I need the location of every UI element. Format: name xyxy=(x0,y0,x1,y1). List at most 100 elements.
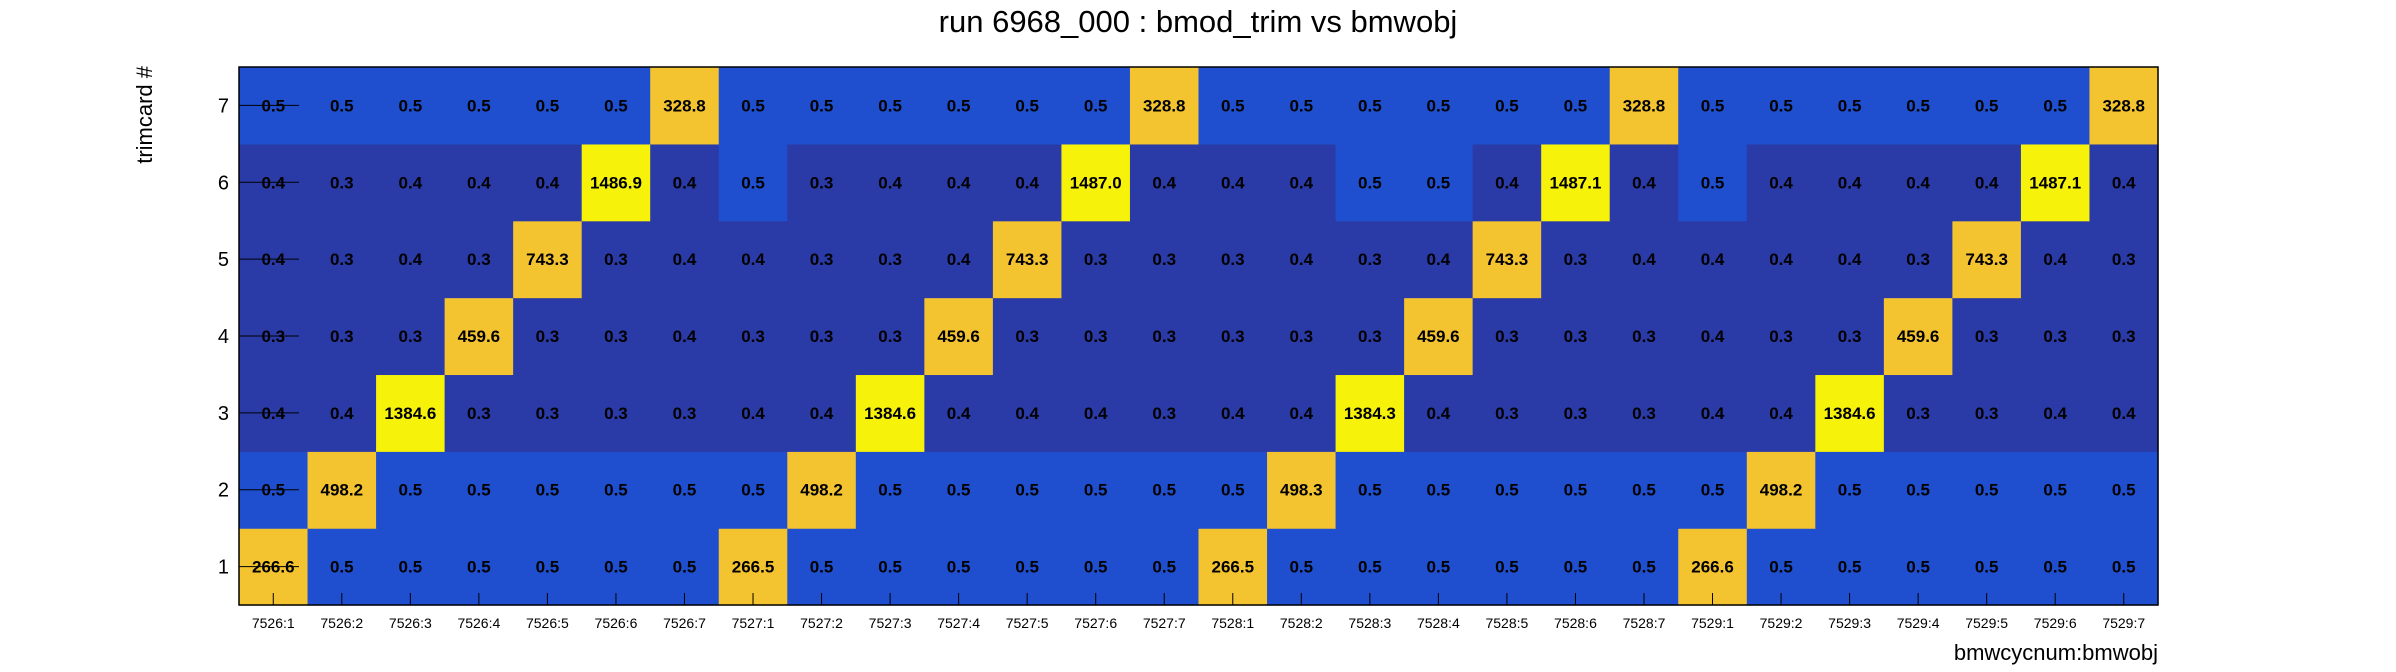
heatmap-cell xyxy=(1678,220,1748,299)
cell-value-label: 0.3 xyxy=(536,327,560,346)
cell-value-label: 0.4 xyxy=(2112,173,2136,192)
heatmap-cell xyxy=(924,220,994,299)
heatmap-cell xyxy=(787,374,857,452)
heatmap-cell xyxy=(992,220,1063,299)
cell-value-label: 0.4 xyxy=(1221,173,1245,192)
heatmap-cell xyxy=(2020,451,2091,529)
cell-value-label: 328.8 xyxy=(2102,96,2145,115)
x-tick-label: 7529:5 xyxy=(1965,615,2008,631)
heatmap-cell xyxy=(855,451,925,529)
cell-value-label: 0.4 xyxy=(2043,404,2067,423)
heatmap-cell xyxy=(1335,297,1405,376)
heatmap-cell xyxy=(1472,451,1542,529)
heatmap-cell xyxy=(855,220,925,299)
heatmap-cell xyxy=(1746,143,1816,222)
cell-value-label: 0.5 xyxy=(1427,173,1451,192)
cell-value-label: 0.3 xyxy=(1564,404,1588,423)
cell-value-label: 0.5 xyxy=(947,558,971,577)
cell-value-label: 0.3 xyxy=(741,327,765,346)
cell-value-label: 0.3 xyxy=(1015,327,1039,346)
heatmap-cell xyxy=(1129,374,1200,452)
heatmap-cell xyxy=(1952,143,2022,222)
x-axis-title: bmwcycnum:bmwobj xyxy=(1954,640,2158,665)
cell-value-label: 0.4 xyxy=(1015,404,1039,423)
cell-value-label: 0.3 xyxy=(330,250,354,269)
cell-value-label: 0.5 xyxy=(1975,96,1999,115)
heatmap-cell xyxy=(444,451,514,529)
heatmap-cell xyxy=(513,220,583,299)
cell-value-label: 0.3 xyxy=(1838,327,1862,346)
cell-value-label: 0.5 xyxy=(947,481,971,500)
y-tick-label: 3 xyxy=(218,403,229,425)
cell-value-label: 0.5 xyxy=(1289,96,1313,115)
cell-value-label: 0.3 xyxy=(1495,404,1519,423)
heatmap-cell xyxy=(2089,67,2159,145)
heatmap-cell xyxy=(1198,374,1268,452)
heatmap-cell xyxy=(1404,143,1474,222)
heatmap-cell xyxy=(718,67,788,145)
y-tick-label: 4 xyxy=(218,326,229,348)
cell-value-label: 0.5 xyxy=(1084,96,1108,115)
cell-value-label: 0.4 xyxy=(1221,404,1245,423)
cell-value-label: 0.3 xyxy=(878,327,902,346)
x-tick-label: 7527:7 xyxy=(1143,615,1186,631)
cell-value-label: 0.3 xyxy=(604,404,628,423)
x-tick-label: 7527:3 xyxy=(869,615,912,631)
heatmap-cell xyxy=(1129,143,1200,222)
heatmap-cell xyxy=(855,297,925,376)
heatmap-cell xyxy=(1678,297,1748,376)
cell-value-label: 0.5 xyxy=(1015,481,1039,500)
axis-ticks: 7526:1 7526:2 7526:3 7526:4 7526:5 7526:6 7526… xyxy=(218,95,2145,631)
cell-value-label: 0.3 xyxy=(1564,327,1588,346)
cell-value-label: 0.3 xyxy=(1358,250,1382,269)
cell-value-label: 0.5 xyxy=(1906,558,1930,577)
cell-value-label: 0.5 xyxy=(1015,558,1039,577)
cell-value-label: 0.3 xyxy=(1084,250,1108,269)
cell-value-label: 0.5 xyxy=(878,96,902,115)
cell-value-label: 0.5 xyxy=(467,96,491,115)
cell-value-label: 0.5 xyxy=(399,558,423,577)
cell-value-label: 498.2 xyxy=(1760,481,1803,500)
cell-value-label: 0.3 xyxy=(1769,327,1793,346)
x-tick-label: 7529:6 xyxy=(2034,615,2077,631)
cell-value-label: 0.4 xyxy=(1769,173,1793,192)
cell-value-label: 0.5 xyxy=(1906,481,1930,500)
x-tick-label: 7529:3 xyxy=(1828,615,1871,631)
heatmap-cell xyxy=(1883,143,1953,222)
heatmap-cell-labels: 266.6 0.5 0.5 0.5 0.5 0.5 0.5 266.5 0.5 0.5 0.5 0.5… xyxy=(252,96,2145,576)
cell-value-label: 0.5 xyxy=(673,481,697,500)
cell-value-label: 0.3 xyxy=(2112,250,2136,269)
heatmap-cell xyxy=(1404,374,1474,452)
heatmap-cell xyxy=(1404,451,1474,529)
cell-value-label: 0.3 xyxy=(878,250,902,269)
cell-value-label: 498.3 xyxy=(1280,481,1323,500)
heatmap-cell xyxy=(855,374,925,452)
heatmap-cell xyxy=(1267,528,1337,606)
heatmap-cell xyxy=(2020,374,2091,452)
cell-value-label: 0.5 xyxy=(1358,96,1382,115)
heatmap-cell xyxy=(718,143,788,222)
cell-value-label: 0.3 xyxy=(1221,327,1245,346)
cell-value-label: 1384.3 xyxy=(1344,404,1396,423)
cell-value-label: 0.5 xyxy=(1701,96,1725,115)
heatmap-cell xyxy=(1472,528,1542,606)
heatmap-cell xyxy=(307,528,377,606)
cell-value-label: 0.3 xyxy=(604,327,628,346)
heatmap-cell xyxy=(1129,67,1200,145)
heatmap-cell xyxy=(1198,220,1268,299)
heatmap-cell xyxy=(924,374,994,452)
heatmap-cell xyxy=(1198,143,1268,222)
heatmap-cell xyxy=(787,451,857,529)
cell-value-label: 0.5 xyxy=(330,558,354,577)
cell-value-label: 0.5 xyxy=(673,558,697,577)
heatmap-cell xyxy=(1746,451,1816,529)
cell-value-label: 0.4 xyxy=(1289,404,1313,423)
heatmap-cell xyxy=(376,451,446,529)
cell-value-label: 0.5 xyxy=(1084,481,1108,500)
heatmap-cell xyxy=(1541,67,1611,145)
cell-value-label: 0.5 xyxy=(2112,481,2136,500)
heatmap-cell xyxy=(307,220,377,299)
cell-value-label: 0.5 xyxy=(1358,481,1382,500)
cell-value-label: 0.4 xyxy=(1632,250,1656,269)
cell-value-label: 0.3 xyxy=(1152,250,1176,269)
